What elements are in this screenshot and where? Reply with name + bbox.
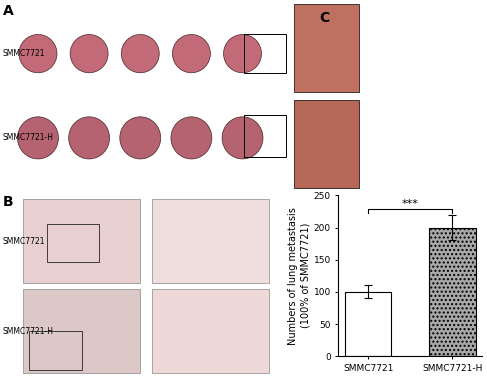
Bar <box>429 228 476 356</box>
Ellipse shape <box>19 34 57 73</box>
Text: ***: *** <box>402 199 419 209</box>
Text: SMMC7721-H: SMMC7721-H <box>3 327 54 336</box>
Ellipse shape <box>224 34 262 73</box>
Ellipse shape <box>69 117 110 159</box>
Y-axis label: Numbers of lung metastasis
(100% of SMMC7721): Numbers of lung metastasis (100% of SMMC… <box>288 207 311 345</box>
Bar <box>47 224 99 262</box>
Ellipse shape <box>172 34 210 73</box>
Bar <box>294 4 359 92</box>
Text: SMMC7721-H: SMMC7721-H <box>3 133 54 142</box>
Ellipse shape <box>171 117 212 159</box>
Bar <box>244 115 286 157</box>
Ellipse shape <box>120 117 161 159</box>
Text: SMMC7721: SMMC7721 <box>3 237 45 246</box>
Bar <box>345 292 392 356</box>
Bar <box>244 34 286 73</box>
Text: SMMC7721: SMMC7721 <box>3 49 45 58</box>
Ellipse shape <box>121 34 159 73</box>
Bar <box>23 199 140 283</box>
Bar <box>294 100 359 188</box>
Ellipse shape <box>18 117 58 159</box>
Bar <box>152 199 269 283</box>
Ellipse shape <box>70 34 108 73</box>
Text: B: B <box>3 195 14 210</box>
Bar <box>152 289 269 373</box>
Text: C: C <box>319 11 329 26</box>
Bar <box>29 331 82 370</box>
Bar <box>23 289 140 373</box>
Ellipse shape <box>222 117 263 159</box>
Text: A: A <box>3 4 14 18</box>
